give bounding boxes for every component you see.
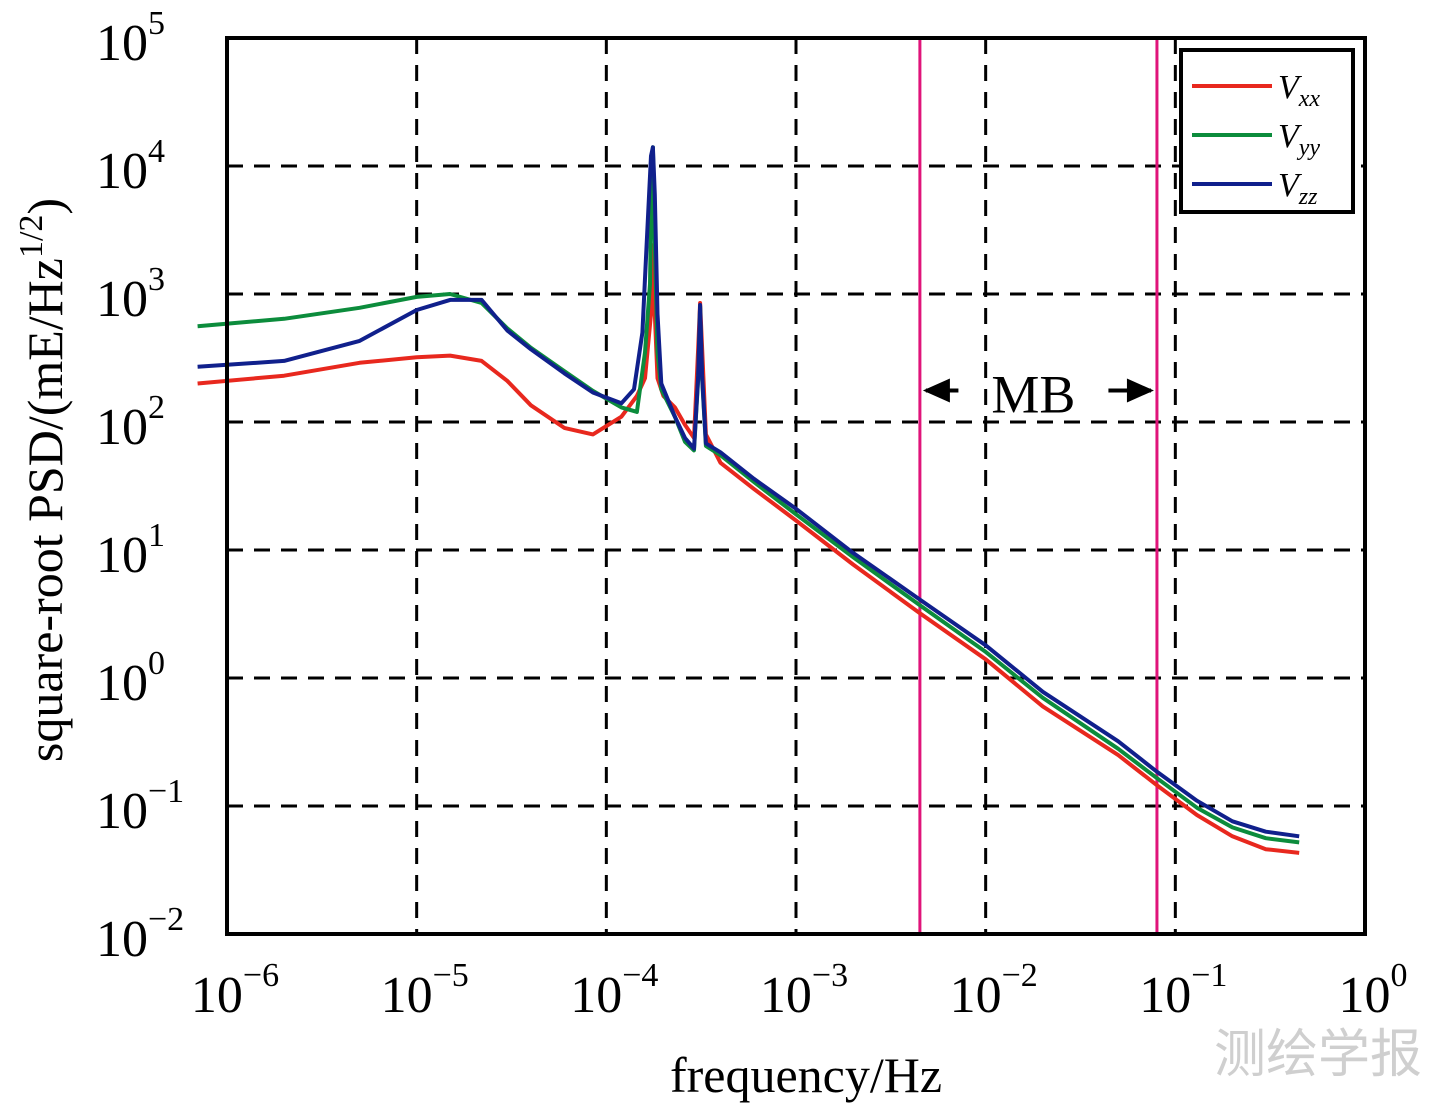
x-tick-label: 100 — [1339, 957, 1408, 1024]
x-axis-label: frequency/Hz — [670, 1047, 942, 1103]
y-tick-labels: 10−2 10−1 100 101 102 103 104 105 — [96, 5, 184, 968]
x-tick-label: 10−3 — [760, 957, 848, 1024]
y-tick-label: 100 — [96, 645, 165, 712]
band-label: MB — [991, 365, 1075, 425]
y-tick-label: 10−1 — [96, 773, 184, 840]
y-tick-label: 101 — [96, 517, 165, 584]
x-tick-label: 10−4 — [570, 957, 658, 1024]
series-line-vyy — [197, 145, 1300, 845]
legend-entry-vxx: Vxx — [1192, 69, 1320, 112]
y-tick-label: 105 — [96, 5, 165, 72]
plot-frame — [225, 36, 1367, 936]
arrow-right-head — [1126, 378, 1154, 403]
band-annotation: MB — [922, 365, 1154, 425]
band-arrows — [922, 378, 1154, 403]
x-tick-labels: 10−6 10−5 10−4 10−3 10−2 10−1 100 — [191, 957, 1408, 1024]
y-tick-label: 10−2 — [96, 901, 184, 968]
series-lines — [197, 145, 1300, 855]
x-tick-label: 10−2 — [950, 957, 1038, 1024]
legend-label: Vxx — [1278, 69, 1320, 112]
legend-box — [1179, 48, 1355, 214]
watermark: 测绘学报 — [1214, 1025, 1422, 1085]
arrow-left-head — [922, 378, 950, 403]
y-axis-label: square-root PSD/(mE/Hz1/2) — [13, 198, 73, 762]
series-line-vzz — [197, 145, 1300, 839]
x-tick-label: 10−5 — [381, 957, 469, 1024]
x-tick-label: 10−1 — [1139, 957, 1227, 1024]
y-tick-label: 103 — [96, 261, 165, 328]
series-line-vxx — [197, 243, 1300, 855]
y-tick-label: 104 — [96, 133, 165, 200]
x-tick-label: 10−6 — [191, 957, 279, 1024]
measurement-band-lines — [918, 38, 1159, 934]
grid-lines — [227, 38, 1365, 934]
y-tick-label: 102 — [96, 389, 165, 456]
